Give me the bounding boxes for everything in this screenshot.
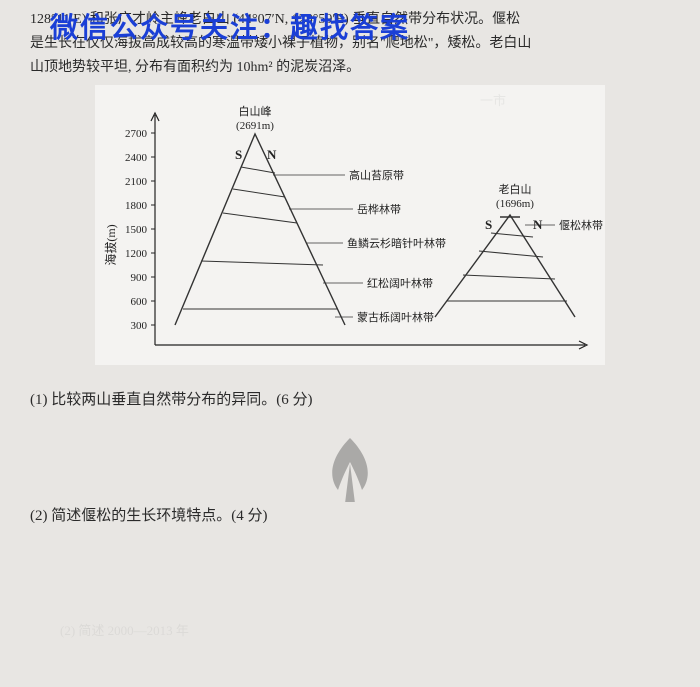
ytick-300: 300 (131, 320, 148, 332)
ytick-1800: 1800 (125, 200, 148, 212)
ytick-900: 900 (131, 272, 148, 284)
laobai-n: N (533, 217, 543, 232)
baishan-n: N (267, 147, 277, 162)
laobai-height: (1696m) (496, 198, 534, 210)
ytick-1500: 1500 (125, 224, 148, 236)
ghost-text-2: (2) 简述 2000—2013 年 (60, 620, 189, 639)
zone-alpine: 高山苔原带 (349, 168, 404, 182)
laobai-s: S (485, 217, 492, 232)
chart-svg: 300 600 900 1200 1500 1800 2100 2400 270… (95, 85, 605, 365)
ytick-2700: 2700 (125, 128, 148, 140)
laobai-name: 老白山 (499, 182, 532, 196)
intro-line-3: 山顶地势较平坦, 分布有面积约为 10hm² 的泥炭沼泽。 (30, 56, 670, 80)
baishan-height: (2691m) (236, 120, 274, 132)
baishan-s: S (235, 147, 242, 162)
ytick-1200: 1200 (125, 248, 148, 260)
page-logo-icon (310, 430, 390, 510)
question-1: (1) 比较两山垂直自然带分布的异同。(6 分) (30, 388, 670, 414)
zone-red: 红松阔叶林带 (367, 276, 433, 290)
ytick-2100: 2100 (125, 176, 148, 188)
watermark-overlay: 微信公众号关注：趣找答案 (50, 6, 410, 46)
zone-yan: 偃松林带 (559, 218, 603, 232)
ytick-600: 600 (131, 296, 148, 308)
ytick-2400: 2400 (125, 152, 148, 164)
y-axis-title: 海拔(m) (103, 225, 118, 266)
vegetation-chart: 300 600 900 1200 1500 1800 2100 2400 270… (95, 85, 605, 374)
zone-oak: 蒙古栎阔叶林带 (357, 310, 434, 324)
baishan-name: 白山峰 (239, 104, 272, 118)
zone-fish: 鱼鳞云杉暗针叶林带 (347, 236, 446, 250)
zone-yueh: 岳桦林带 (357, 202, 401, 216)
